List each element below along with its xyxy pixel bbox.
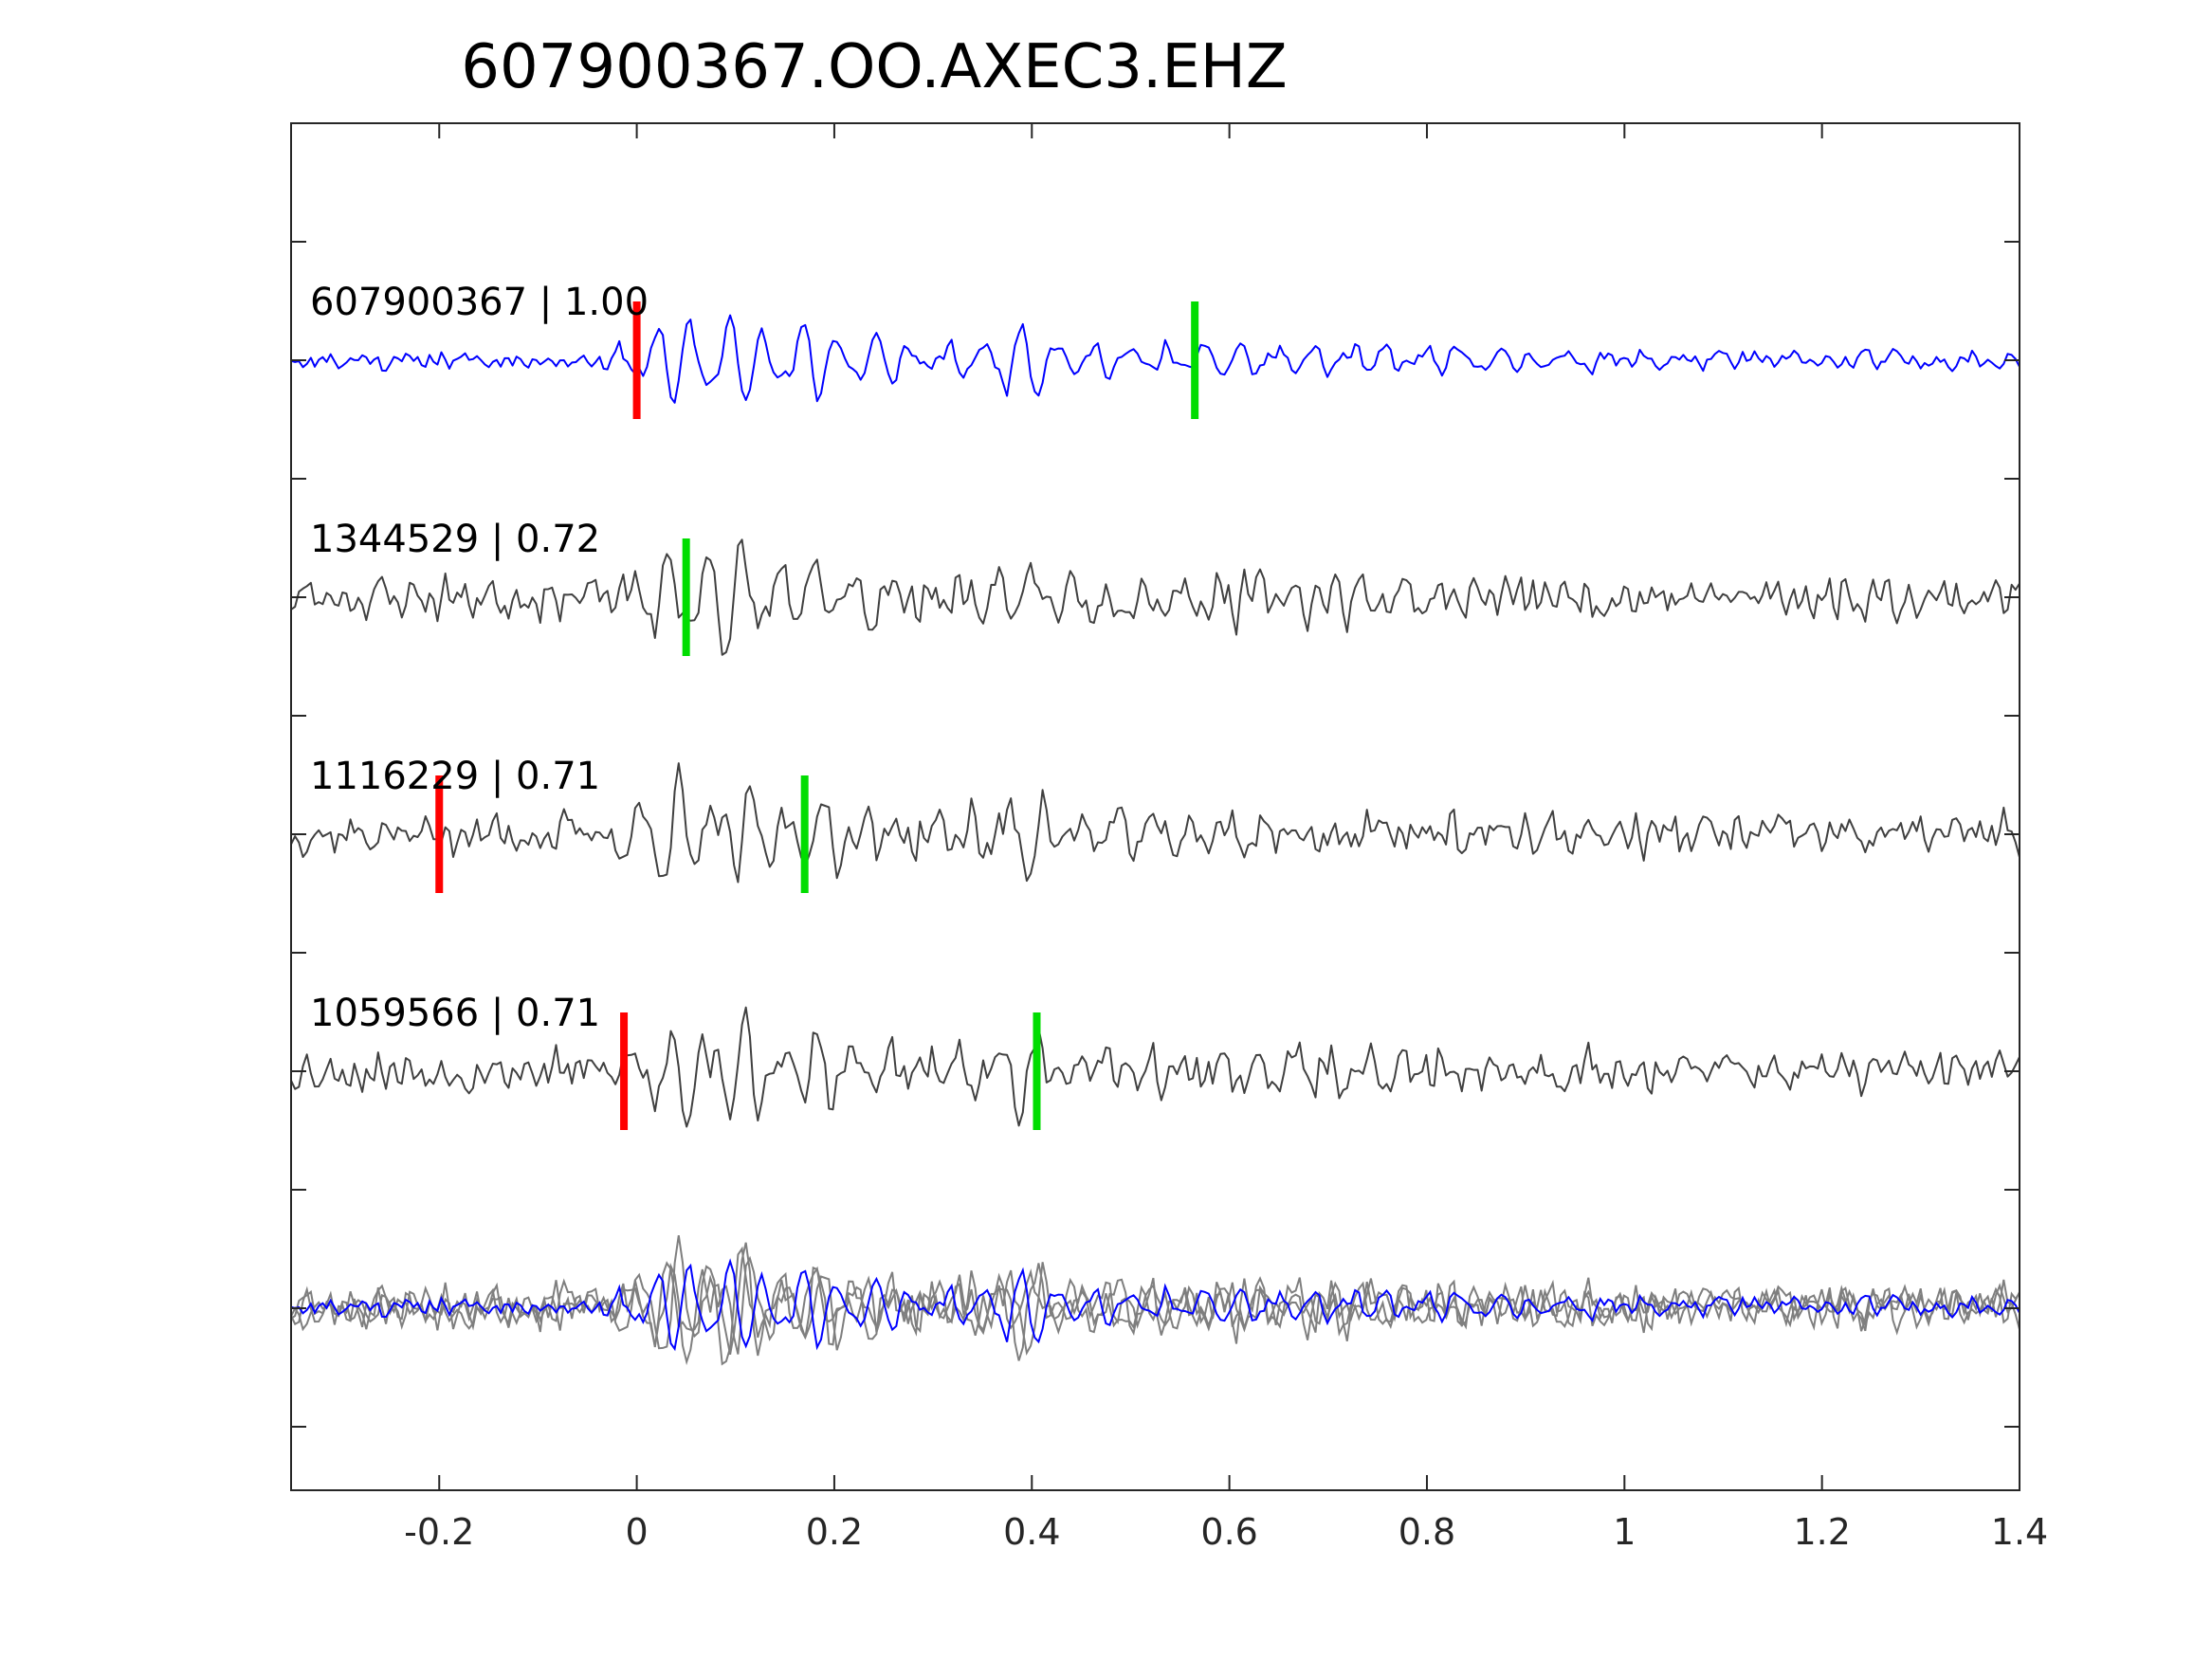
stack-trace-1059566 — [290, 1242, 2020, 1366]
x-tick-label: 0.8 — [1398, 1511, 1455, 1553]
traces-layer — [290, 314, 2020, 1366]
x-tick-label: 0 — [626, 1511, 649, 1553]
trace-label: 1116229 | 0.71 — [310, 755, 600, 798]
chart-title: 607900367.OO.AXEC3.EHZ — [461, 32, 1288, 102]
trace-line-1344529 — [290, 538, 2020, 656]
x-tick-label: 0.2 — [806, 1511, 863, 1553]
x-tick-label: -0.2 — [404, 1511, 474, 1553]
trace-line-1059566 — [290, 1006, 2020, 1128]
y-ticks — [291, 241, 2020, 1428]
x-tick-label: 0.4 — [1003, 1511, 1060, 1553]
stack-trace-607900367 — [290, 1258, 2020, 1352]
trace-label: 1059566 | 0.71 — [310, 992, 600, 1035]
trace-label: 1344529 | 0.72 — [310, 518, 600, 561]
trace-label: 607900367 | 1.00 — [310, 281, 649, 324]
plot-frame — [290, 122, 2020, 1491]
x-tick-label: 1.2 — [1793, 1511, 1850, 1553]
picks-layer — [435, 301, 1199, 1130]
x-tick-label: 1.4 — [1991, 1511, 2048, 1553]
x-tick-label: 1 — [1613, 1511, 1636, 1553]
x-tick-label: 0.6 — [1200, 1511, 1257, 1553]
trace-labels-layer: 607900367 | 1.00 1344529 | 0.72 1116229 | … — [310, 281, 649, 1035]
trace-line-607900367 — [290, 314, 2020, 404]
trace-line-1116229 — [290, 762, 2020, 884]
x-ticks: -0.2 0 0.2 0.4 0.6 0.8 1 1.2 1.4 — [404, 123, 2048, 1553]
